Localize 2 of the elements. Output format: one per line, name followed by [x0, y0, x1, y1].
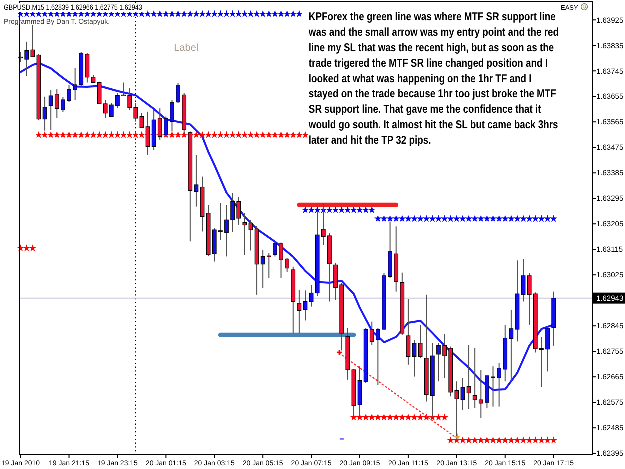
text: KPForex the green line was where MTF SR support line was and the small arrow was my entry point and the red line my SL that was the recent high, but as soon as the trade trigered the MTF SR line changed position and I looked at what was happening on the 1hr TF and I stayed on the trade because 1hr too just broke the MTF SR support line. That gave me the confidence that it would go south. It almost hit the SL but came back 3hrs later and hit the TP 32 pips. — [308, 10, 560, 148]
annotation: Label — [174, 43, 199, 54]
